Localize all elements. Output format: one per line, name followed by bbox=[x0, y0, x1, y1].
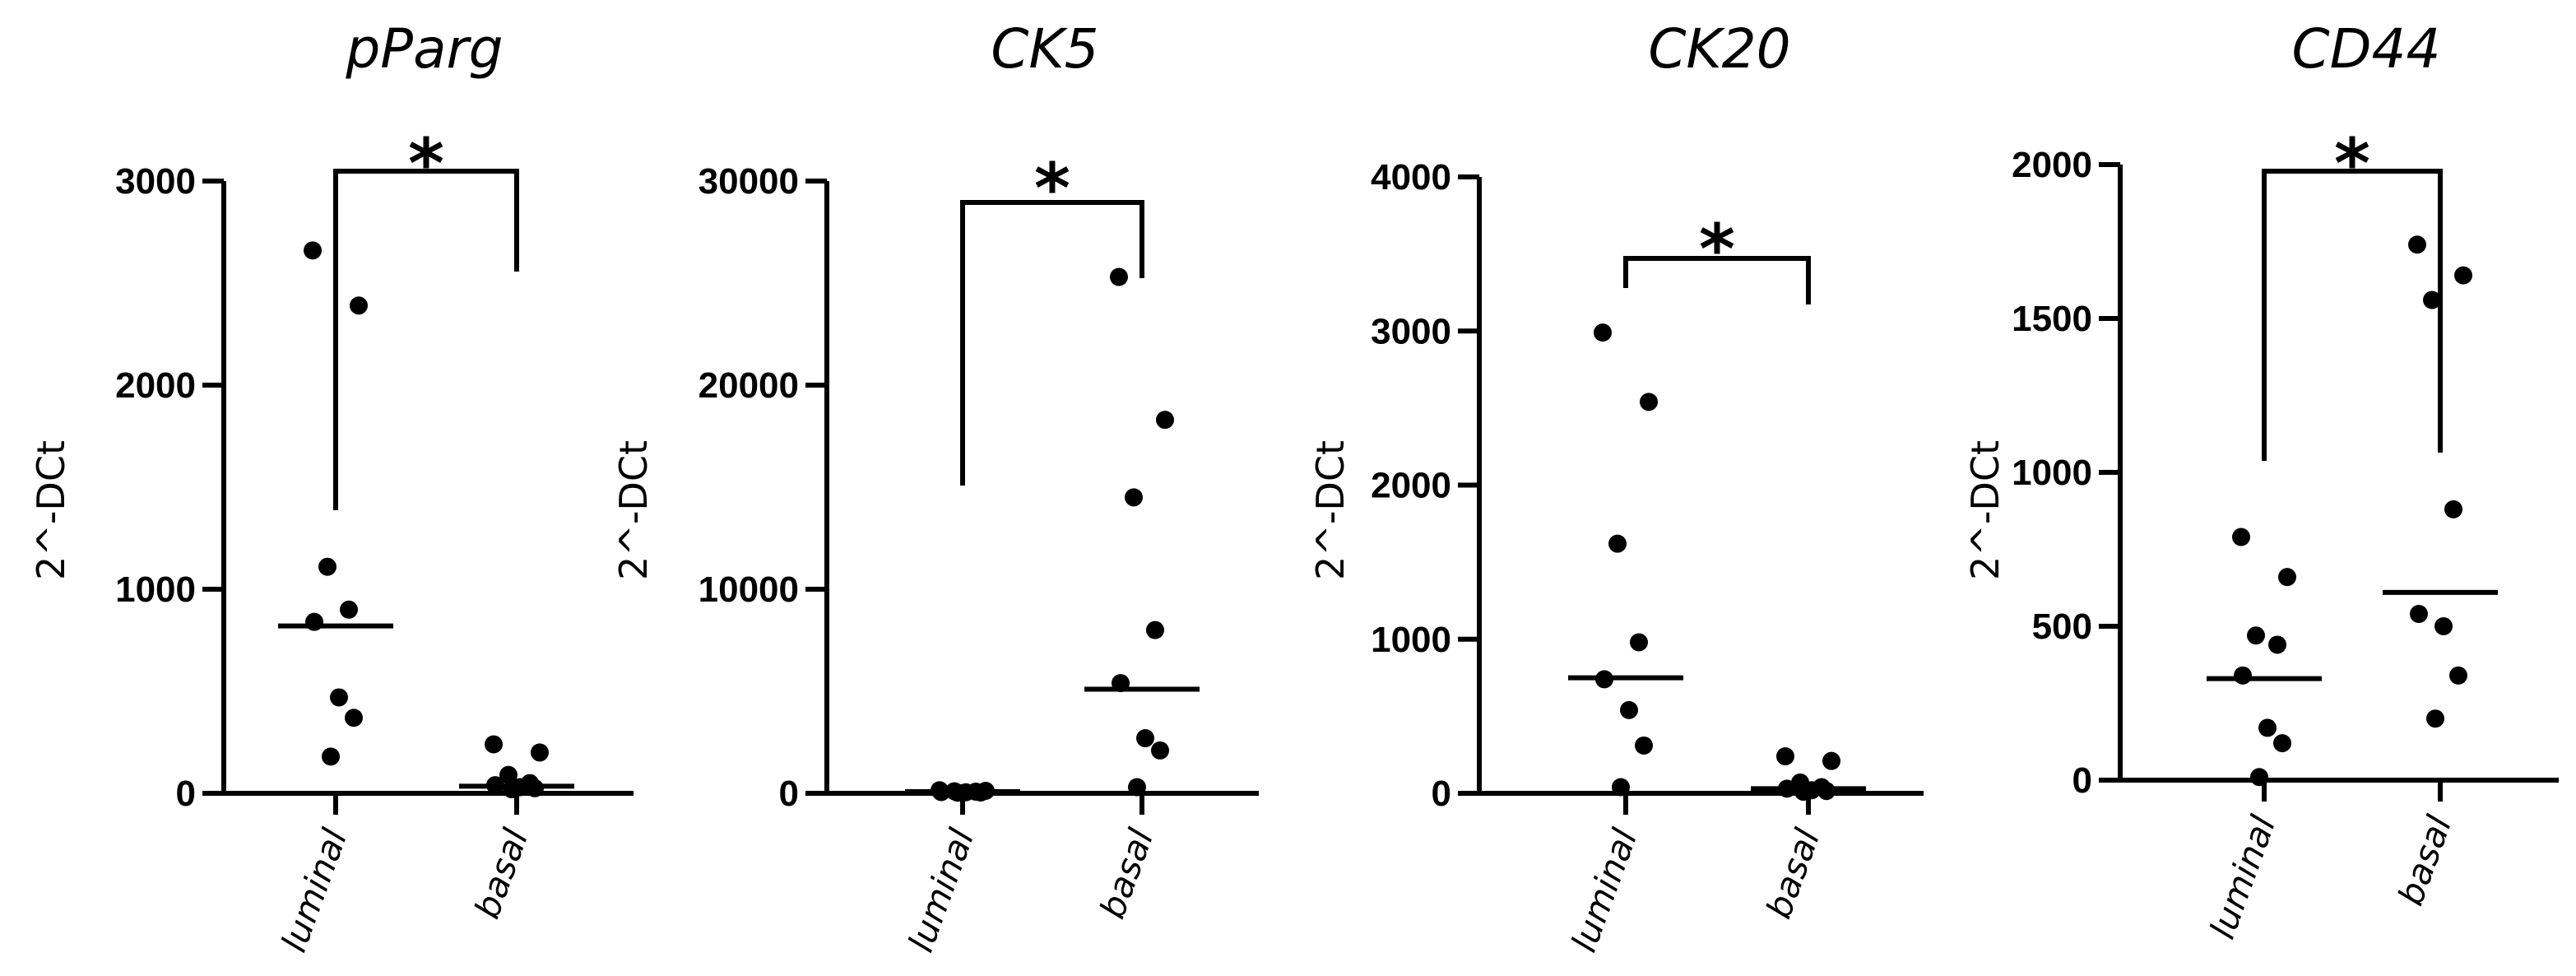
data-point-luminal bbox=[345, 709, 363, 727]
data-point-basal bbox=[2408, 235, 2426, 254]
y-tick-label: 10000 bbox=[699, 569, 799, 610]
significance-bracket bbox=[1623, 256, 1811, 304]
x-tick-label-luminal: luminal bbox=[1563, 823, 1645, 957]
y-tick-label: 30000 bbox=[699, 161, 799, 202]
x-tick-label-basal: basal bbox=[466, 823, 536, 923]
data-point-basal bbox=[2454, 266, 2472, 285]
data-point-luminal bbox=[1635, 736, 1653, 755]
data-point-basal bbox=[2423, 290, 2441, 309]
data-point-luminal bbox=[1608, 534, 1627, 553]
y-tick-label: 1000 bbox=[1371, 620, 1451, 660]
data-point-luminal bbox=[350, 296, 368, 315]
data-point-basal bbox=[1776, 747, 1794, 766]
x-tick-label-luminal: luminal bbox=[273, 823, 355, 957]
data-point-basal bbox=[2444, 500, 2462, 518]
data-point-basal bbox=[485, 735, 503, 754]
chart-panel-pparg: pParg 0 1000 2000 3000 2^-DCt luminal basal * bbox=[29, 17, 634, 957]
chart-panel-ck20: CK20 0 1000 2000 3000 4000 2^-DCt luminal basal * bbox=[1308, 17, 1924, 957]
data-point-basal bbox=[1822, 751, 1840, 770]
y-tick-label: 0 bbox=[2072, 760, 2092, 801]
y-tick-label: 3000 bbox=[1371, 311, 1451, 351]
y-tick-label: 500 bbox=[2032, 607, 2092, 647]
y-tick-label: 0 bbox=[176, 774, 196, 814]
data-point-basal bbox=[1136, 729, 1154, 748]
y-tick-label: 1500 bbox=[2012, 299, 2092, 339]
x-tick-label-basal: basal bbox=[1092, 823, 1161, 923]
y-tick-label: 4000 bbox=[1371, 157, 1451, 198]
y-tick-label: 20000 bbox=[699, 365, 799, 406]
data-point-luminal bbox=[1594, 323, 1612, 342]
significance-marker: * bbox=[408, 123, 444, 204]
data-point-basal bbox=[1156, 411, 1174, 430]
y-tick-label: 0 bbox=[779, 774, 799, 814]
data-point-basal bbox=[1794, 783, 1812, 802]
data-point-luminal bbox=[322, 747, 340, 766]
data-point-basal bbox=[499, 765, 518, 784]
data-point-luminal bbox=[1640, 393, 1658, 411]
significance-marker: * bbox=[1699, 209, 1735, 290]
data-point-luminal bbox=[1620, 700, 1638, 719]
data-point-luminal bbox=[2232, 528, 2250, 546]
y-axis-label: 2^-DCt bbox=[1963, 440, 2007, 580]
data-point-luminal bbox=[2258, 718, 2277, 737]
y-tick-label: 1000 bbox=[2012, 453, 2092, 493]
y-tick-label: 1000 bbox=[115, 569, 196, 610]
data-point-luminal bbox=[318, 557, 337, 576]
data-point-basal bbox=[503, 780, 521, 799]
chart-panel-ck5: CK5 0 10000 20000 30000 2^-DCt luminal basal * bbox=[611, 17, 1259, 957]
chart-title: pParg bbox=[345, 17, 503, 81]
significance-bracket bbox=[960, 200, 1144, 486]
x-tick-label-luminal: luminal bbox=[900, 823, 982, 957]
data-point-luminal bbox=[2250, 768, 2268, 787]
data-point-basal bbox=[1146, 620, 1164, 639]
data-point-luminal bbox=[1612, 778, 1630, 797]
x-tick-label-basal: basal bbox=[1758, 823, 1827, 923]
data-point-basal bbox=[2426, 709, 2444, 728]
y-axis-label: 2^-DCt bbox=[611, 440, 656, 580]
data-point-luminal bbox=[2268, 635, 2286, 654]
x-tick-label-basal: basal bbox=[2390, 810, 2459, 910]
data-point-luminal bbox=[304, 241, 322, 260]
chart-title: CD44 bbox=[2292, 17, 2441, 81]
y-axis-label: 2^-DCt bbox=[1308, 440, 1353, 580]
data-point-basal bbox=[531, 743, 549, 762]
significance-marker: * bbox=[2334, 123, 2370, 204]
chart-title: CK20 bbox=[1648, 17, 1790, 81]
significance-bracket bbox=[333, 169, 519, 510]
data-point-luminal bbox=[2234, 666, 2252, 685]
data-point-basal bbox=[1125, 488, 1143, 507]
y-tick-label: 0 bbox=[1432, 774, 1451, 814]
data-point-basal bbox=[1110, 267, 1128, 286]
data-point-basal bbox=[2410, 605, 2428, 624]
y-tick-label: 2000 bbox=[2012, 145, 2092, 185]
y-axis-label: 2^-DCt bbox=[29, 440, 73, 580]
significance-bracket bbox=[2262, 169, 2443, 461]
x-tick-label-luminal: luminal bbox=[2202, 810, 2283, 944]
y-tick-label: 2000 bbox=[1371, 466, 1451, 506]
chart-title: CK5 bbox=[991, 17, 1098, 81]
data-point-basal bbox=[2449, 666, 2467, 685]
data-point-basal bbox=[1151, 741, 1169, 760]
data-point-luminal bbox=[2278, 568, 2296, 587]
data-point-luminal bbox=[1630, 633, 1648, 652]
y-tick-label: 2000 bbox=[115, 365, 196, 406]
data-point-luminal bbox=[2273, 734, 2291, 753]
significance-marker: * bbox=[1034, 148, 1070, 229]
y-tick-label: 3000 bbox=[115, 161, 196, 202]
data-point-luminal bbox=[330, 688, 348, 707]
chart-panel-cd44: CD44 0 500 1000 1500 2000 2^-DCt luminal basal * bbox=[1963, 17, 2559, 944]
data-point-luminal bbox=[340, 600, 358, 619]
data-point-basal bbox=[1128, 778, 1146, 797]
data-point-luminal bbox=[2247, 626, 2265, 645]
data-point-basal bbox=[2434, 617, 2453, 635]
